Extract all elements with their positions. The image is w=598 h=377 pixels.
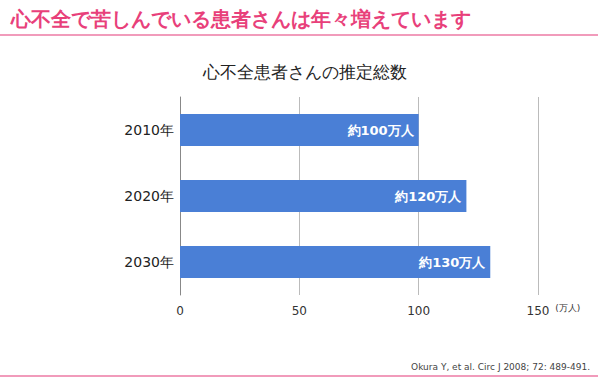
svg-text:150: 150 — [527, 304, 550, 318]
svg-text:心不全患者さんの推定総数: 心不全患者さんの推定総数 — [202, 62, 407, 82]
svg-text:約130万人: 約130万人 — [418, 255, 486, 270]
svg-text:100: 100 — [407, 304, 430, 318]
svg-text:50: 50 — [292, 304, 307, 318]
svg-text:約120万人: 約120万人 — [394, 189, 462, 204]
svg-text:2020年: 2020年 — [124, 188, 174, 204]
svg-text:2030年: 2030年 — [124, 254, 174, 270]
svg-text:Okura Y, et al. Circ J 2008; 7: Okura Y, et al. Circ J 2008; 72: 489-491… — [411, 362, 590, 372]
svg-text:約100万人: 約100万人 — [347, 123, 415, 138]
svg-text:心不全で苦しんでいる患者さんは年々増えています: 心不全で苦しんでいる患者さんは年々増えています — [10, 7, 471, 31]
svg-text:(万人): (万人) — [555, 303, 580, 313]
svg-text:2010年: 2010年 — [124, 122, 174, 138]
svg-text:0: 0 — [176, 304, 184, 318]
